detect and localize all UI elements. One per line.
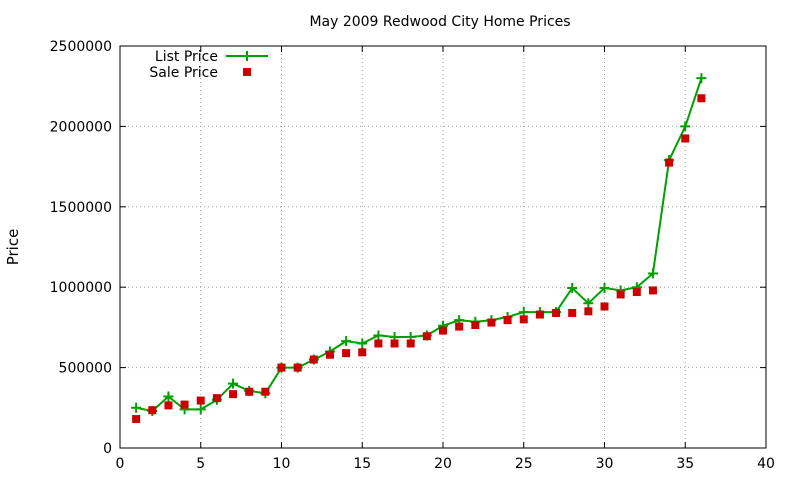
- chart-title: May 2009 Redwood City Home Prices: [309, 14, 570, 30]
- sale-price-point: [487, 318, 496, 327]
- x-tick-label: 25: [515, 456, 533, 472]
- sale-price-point: [212, 394, 221, 403]
- sale-price-point: [535, 310, 544, 319]
- sale-price-point: [196, 396, 205, 405]
- sale-price-point: [681, 134, 690, 143]
- list-price-point: [163, 391, 174, 402]
- x-tick-label: 15: [353, 456, 371, 472]
- sale-price-point: [390, 339, 399, 348]
- legend-marker-sale-price: [243, 68, 251, 76]
- x-tick-label: 0: [116, 456, 125, 472]
- sale-price-point: [164, 401, 173, 410]
- y-tick-label: 2000000: [50, 119, 112, 135]
- sale-price-point: [600, 302, 609, 311]
- sale-price-point: [132, 415, 141, 424]
- sale-price-point: [503, 316, 512, 325]
- sale-price-point: [568, 308, 577, 317]
- axes-layer: 0 5 10 15 20 25 30 35 40 0 500000 1000000 1500000 200…: [50, 39, 775, 472]
- sale-price-point: [293, 363, 302, 372]
- x-tick-label: 20: [434, 456, 452, 472]
- y-axis-label: Price: [4, 229, 22, 266]
- list-price-point: [228, 378, 239, 389]
- legend-marker-list-price: [242, 51, 252, 61]
- list-price-point: [599, 283, 610, 294]
- list-price-point: [696, 73, 707, 84]
- y-tick-label: 0: [103, 441, 112, 457]
- sale-price-point: [180, 400, 189, 409]
- sale-price-point: [229, 390, 238, 399]
- sale-price-point: [325, 350, 334, 359]
- sale-price-point: [148, 406, 157, 415]
- y-tick-label: 500000: [59, 361, 112, 377]
- x-tick-label: 40: [757, 456, 775, 472]
- sale-price-point: [697, 94, 706, 103]
- list-price-line: [136, 77, 703, 413]
- x-tick-label: 35: [676, 456, 694, 472]
- y-tick-label: 1500000: [50, 200, 112, 216]
- series-layer: [131, 73, 707, 424]
- sale-price-point: [245, 387, 254, 396]
- list-price-point: [583, 298, 594, 309]
- list-price-point: [680, 121, 691, 132]
- x-tick-label: 10: [273, 456, 291, 472]
- list-price-point: [373, 330, 384, 341]
- y-tick-label: 2500000: [50, 39, 112, 55]
- sale-price-point: [277, 363, 286, 372]
- sale-price-point: [584, 307, 593, 316]
- sale-price-point: [471, 320, 480, 329]
- sale-price-point: [342, 349, 351, 358]
- legend-label-list-price: List Price: [155, 49, 218, 65]
- sale-price-point: [519, 315, 528, 324]
- list-price-point: [567, 283, 578, 294]
- sale-price-point: [261, 387, 270, 396]
- sale-price-point: [616, 290, 625, 299]
- list-price-point: [195, 404, 206, 415]
- sale-price-point: [665, 158, 674, 167]
- y-tick-label: 1000000: [50, 280, 112, 296]
- sale-price-point: [422, 332, 431, 341]
- sale-price-point: [552, 308, 561, 317]
- legend: List Price Sale Price: [149, 49, 268, 81]
- sale-price-point: [632, 288, 641, 297]
- sale-price-point: [374, 339, 383, 348]
- sale-price-point: [406, 339, 415, 348]
- legend-label-sale-price: Sale Price: [149, 65, 218, 81]
- sale-price-point: [309, 355, 318, 364]
- x-tick-label: 5: [196, 456, 205, 472]
- sale-price-point: [648, 286, 657, 295]
- plot-frame: [119, 45, 767, 449]
- list-price-point: [341, 336, 352, 347]
- sale-price-point: [439, 326, 447, 335]
- list-price-point: [131, 402, 142, 413]
- list-price-point: [647, 268, 658, 279]
- sale-price-point: [358, 348, 367, 357]
- grid-layer: [120, 46, 766, 448]
- list-price-point: [357, 338, 368, 349]
- sale-price-point: [455, 322, 464, 331]
- x-tick-label: 30: [596, 456, 614, 472]
